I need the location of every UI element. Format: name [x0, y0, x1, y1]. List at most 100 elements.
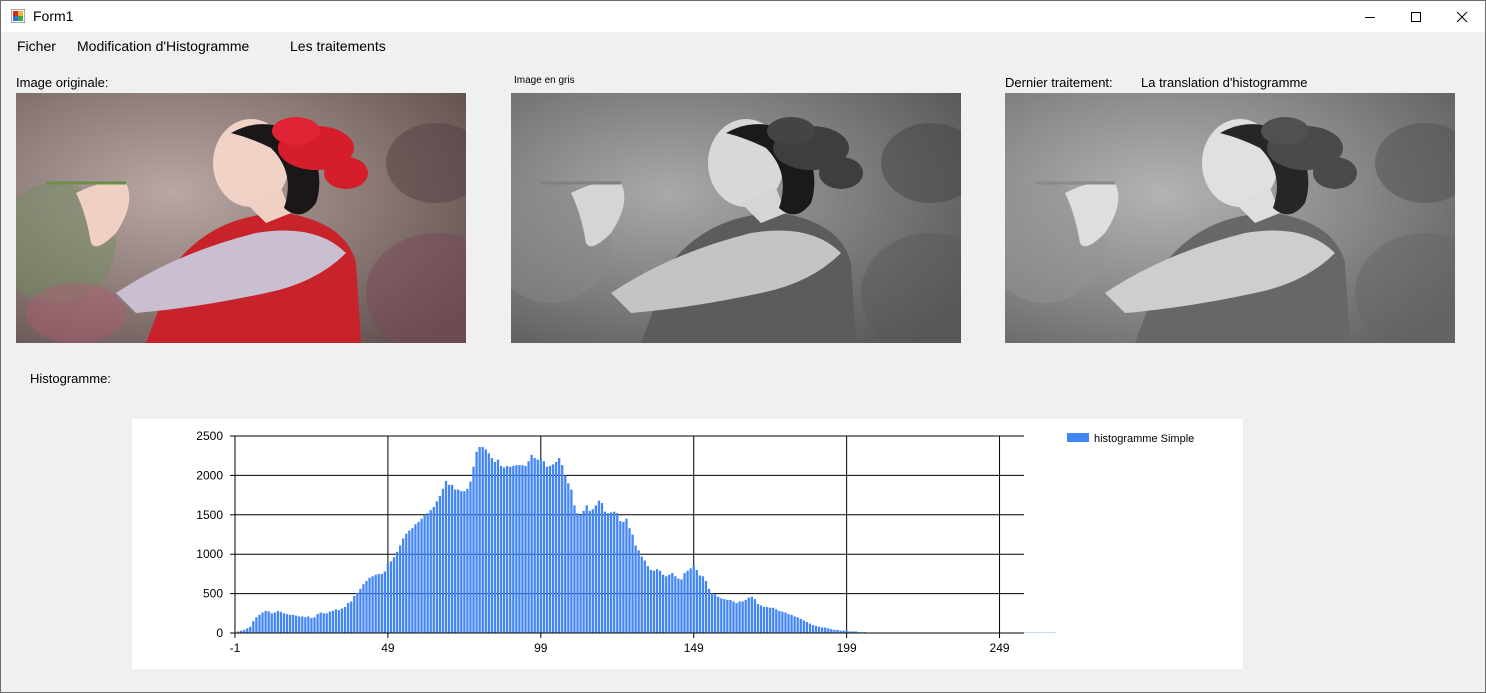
- histogram-bar: [622, 521, 625, 633]
- histogram-bar: [273, 612, 276, 633]
- x-tick-label: 149: [684, 641, 704, 655]
- histogram-bar: [558, 458, 561, 633]
- histogram-bar: [252, 621, 255, 633]
- histogram-bar: [249, 626, 252, 633]
- histogram-bar: [298, 616, 301, 633]
- histogram-bar: [478, 447, 481, 633]
- last-treatment-label: Dernier traitement:: [1005, 75, 1113, 90]
- histogram-bar: [392, 557, 396, 633]
- menu-ficher[interactable]: Ficher: [17, 38, 56, 54]
- x-tick-label: 49: [381, 641, 395, 655]
- histogram-bar: [539, 458, 542, 633]
- chart-bars: [236, 447, 1056, 633]
- histogram-bar: [799, 618, 802, 633]
- histogram-bar: [732, 601, 735, 633]
- histogram-bar: [374, 574, 377, 633]
- histogram-bar: [787, 614, 790, 633]
- x-tick-label: 99: [534, 641, 548, 655]
- histogram-bar: [337, 610, 341, 633]
- histogram-bar: [545, 466, 549, 633]
- histogram-bar: [839, 630, 842, 633]
- histogram-bar: [288, 614, 292, 633]
- histogram-bar: [460, 491, 463, 633]
- histogram-bar: [304, 617, 307, 633]
- histogram-bar: [377, 573, 380, 633]
- histogram-bar: [270, 613, 273, 633]
- histogram-bar: [490, 458, 494, 633]
- minimize-icon: [1365, 16, 1375, 18]
- x-tick-label: 199: [837, 641, 857, 655]
- histogram-bar: [429, 510, 432, 633]
- histogram-bar: [784, 612, 787, 633]
- histogram-bar: [594, 505, 598, 633]
- maximize-button[interactable]: [1393, 1, 1439, 32]
- histogram-bar: [726, 599, 729, 633]
- histogram-bar: [735, 603, 738, 633]
- histogram-bar: [243, 629, 246, 633]
- histogram-bar: [824, 627, 827, 633]
- menu-modification-histogramme[interactable]: Modification d'Histogramme: [77, 38, 250, 54]
- histogram-bar: [518, 465, 521, 633]
- histogram-bar: [830, 629, 833, 633]
- chart-axes: [234, 436, 1024, 634]
- histogram-bar: [365, 580, 368, 633]
- grey-image: [511, 93, 961, 343]
- histogram-bar: [613, 511, 616, 633]
- histogram-bar: [405, 533, 408, 633]
- histogram-bar: [533, 458, 536, 633]
- histogram-bar: [591, 509, 594, 633]
- histogram-bar: [570, 489, 573, 633]
- histogram-bar: [343, 606, 347, 633]
- histogram-bar: [466, 488, 469, 633]
- histogram-bar: [677, 578, 680, 633]
- histogram-bar: [729, 599, 732, 633]
- histogram-bar: [499, 465, 503, 633]
- minimize-button[interactable]: [1347, 1, 1393, 32]
- close-icon: [1456, 11, 1468, 22]
- histogram-bar: [551, 464, 555, 633]
- histogram-bar: [512, 465, 515, 633]
- menu-les-traitements[interactable]: Les traitements: [290, 38, 386, 54]
- histogram-bar: [683, 573, 686, 633]
- histogram-bar: [255, 617, 258, 633]
- treated-image: [1005, 93, 1455, 343]
- histogram-bar: [845, 630, 848, 633]
- x-tick-label: 249: [990, 641, 1010, 655]
- histogram-bar: [313, 617, 316, 633]
- histogram-bar: [417, 521, 420, 633]
- histogram-bar: [759, 605, 763, 633]
- histogram-bar: [704, 580, 708, 633]
- histogram-bar: [854, 631, 857, 633]
- histogram-bar: [582, 510, 585, 633]
- histogram-bar: [573, 505, 576, 633]
- histogram-bar: [371, 576, 374, 633]
- histogram-bar: [637, 550, 640, 633]
- histogram-bar: [441, 488, 445, 633]
- histogram-bar: [567, 483, 570, 633]
- histogram-bar: [814, 625, 818, 633]
- histogram-bar: [747, 597, 750, 633]
- title-bar: Form1: [1, 1, 1485, 32]
- histogram-bar: [713, 594, 717, 633]
- histogram-bar: [554, 462, 558, 633]
- histogram-bar: [842, 630, 845, 633]
- histogram-bar: [502, 467, 506, 633]
- histogram-bar: [420, 518, 423, 633]
- histogram-bar: [655, 569, 659, 633]
- close-button[interactable]: [1439, 1, 1485, 32]
- histogram-bar: [310, 618, 313, 633]
- histogram-bar: [658, 570, 662, 633]
- histogram-bar: [778, 610, 781, 633]
- menu-bar: Ficher Modification d'Histogramme Les tr…: [1, 33, 1485, 59]
- histogram-bar: [444, 480, 448, 633]
- maximize-icon: [1411, 11, 1421, 22]
- y-tick-label: 2500: [196, 429, 223, 443]
- histogram-bar: [307, 616, 310, 633]
- window-title: Form1: [33, 8, 74, 24]
- histogram-bar: [616, 513, 619, 633]
- histogram-bar: [827, 628, 830, 633]
- histogram-bar: [661, 574, 665, 633]
- original-image: [16, 93, 466, 343]
- histogram-bar: [775, 609, 778, 633]
